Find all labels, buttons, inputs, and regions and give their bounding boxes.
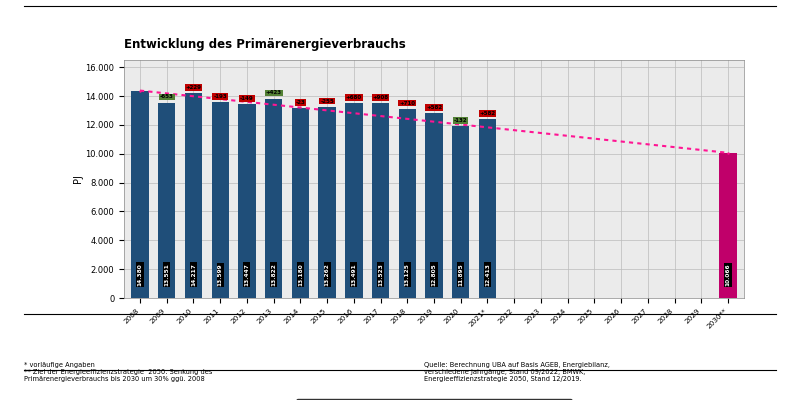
Text: 13.180: 13.180 [298, 264, 303, 286]
Text: * vorläufige Angaben
** Ziel der Energieeffizienzstrategie  2050: Senkung des
Pr: * vorläufige Angaben ** Ziel der Energie… [24, 362, 212, 382]
Bar [452, 126, 470, 298]
Bar [238, 104, 256, 298]
Text: 13.262: 13.262 [325, 264, 330, 286]
Text: 12.805: 12.805 [431, 264, 437, 286]
Text: 13.447: 13.447 [245, 264, 250, 286]
Text: +680: +680 [346, 95, 362, 100]
Text: 13.523: 13.523 [378, 264, 383, 286]
Y-axis label: PJ: PJ [73, 174, 82, 184]
Bar [292, 108, 309, 298]
Text: 10.066: 10.066 [726, 264, 730, 286]
Bar [345, 104, 362, 298]
Text: 13.599: 13.599 [218, 264, 222, 286]
Bar [372, 103, 390, 298]
Bar [158, 102, 175, 298]
Bar [398, 109, 416, 298]
Text: 12.413: 12.413 [485, 264, 490, 286]
Text: +423: +423 [266, 90, 282, 96]
Text: 13.491: 13.491 [351, 264, 356, 286]
Bar [426, 113, 442, 298]
Bar [265, 99, 282, 298]
Text: Entwicklung des Primärenergieverbrauchs: Entwicklung des Primärenergieverbrauchs [124, 38, 406, 51]
Text: +582: +582 [426, 105, 442, 110]
Text: -653: -653 [160, 94, 174, 99]
Text: -193: -193 [214, 94, 227, 99]
Bar [478, 119, 496, 298]
Bar [211, 102, 229, 298]
Text: -149: -149 [240, 96, 254, 101]
Text: -132: -132 [454, 118, 467, 123]
Text: 14.380: 14.380 [138, 264, 142, 286]
Text: +908: +908 [373, 95, 389, 100]
Text: Quelle: Berechnung UBA auf Basis AGEB, Energiebilanz,
verschiedene Jahrgänge, St: Quelle: Berechnung UBA auf Basis AGEB, E… [424, 362, 610, 382]
Bar [131, 90, 149, 298]
Text: 11.895: 11.895 [458, 264, 463, 286]
Text: +229: +229 [186, 85, 202, 90]
Text: -23: -23 [295, 100, 306, 105]
Text: -255: -255 [320, 98, 334, 104]
Bar [719, 153, 737, 298]
Text: +582: +582 [479, 111, 495, 116]
Text: 14.217: 14.217 [191, 264, 196, 286]
Text: 13.822: 13.822 [271, 264, 276, 286]
Legend: Primärenergieverbrauch, Einsparpfad 2008: Primärenergieverbrauch, Einsparpfad 2008 [296, 399, 572, 400]
Text: +710: +710 [399, 100, 415, 106]
Text: 13.551: 13.551 [164, 264, 170, 286]
Bar [185, 93, 202, 298]
Text: 13.125: 13.125 [405, 264, 410, 286]
Bar [318, 107, 336, 298]
